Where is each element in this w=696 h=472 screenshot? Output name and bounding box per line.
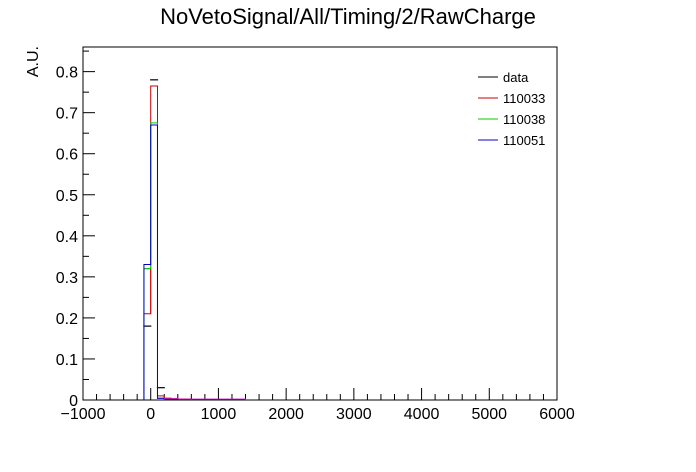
x-axis-ticks xyxy=(82,388,558,400)
y-axis-label: A.U. xyxy=(25,46,42,77)
legend: data 110033 110038 110051 xyxy=(478,70,545,148)
series-data xyxy=(143,79,179,400)
y-axis-ticks xyxy=(83,50,95,401)
histogram-bin xyxy=(151,86,158,400)
x-tick-label: 4000 xyxy=(404,406,440,423)
legend-label: data xyxy=(503,70,529,85)
chart-title: NoVetoSignal/All/Timing/2/RawCharge xyxy=(160,4,536,29)
legend-label: 110038 xyxy=(503,112,545,127)
histogram-bin xyxy=(151,123,158,400)
x-tick-label: 5000 xyxy=(471,406,507,423)
y-tick-label: 0.4 xyxy=(56,229,78,246)
y-tick-label: 0.3 xyxy=(56,270,78,287)
y-tick-label: 0.7 xyxy=(56,106,78,123)
series-110051 xyxy=(143,124,172,400)
y-axis-tick-labels: 0 0.1 0.2 0.3 0.4 0.5 0.6 0.7 0.8 xyxy=(56,65,78,410)
y-tick-label: 0 xyxy=(69,393,78,410)
x-tick-label: 1000 xyxy=(201,406,237,423)
legend-label: 110051 xyxy=(503,133,545,148)
series-outline xyxy=(163,398,247,400)
histogram-bin xyxy=(144,314,151,400)
series-outline xyxy=(143,124,172,400)
x-tick-label: 6000 xyxy=(539,406,575,423)
histogram-bin xyxy=(144,265,151,400)
x-tick-label: 2000 xyxy=(268,406,304,423)
y-tick-label: 0.6 xyxy=(56,147,78,164)
y-tick-label: 0.5 xyxy=(56,188,78,205)
x-axis-tick-labels: −1000 0 1000 2000 3000 4000 5000 6000 xyxy=(61,406,575,423)
legend-label: 110033 xyxy=(503,91,545,106)
histogram-bin xyxy=(151,125,158,400)
series-layer xyxy=(143,79,247,400)
y-tick-label: 0.8 xyxy=(56,65,78,82)
plot-frame xyxy=(82,46,558,401)
series-extra-4 xyxy=(163,398,247,400)
x-tick-label: 0 xyxy=(146,406,155,423)
x-tick-label: −1000 xyxy=(61,406,106,423)
x-tick-label: 3000 xyxy=(336,406,372,423)
y-tick-label: 0.2 xyxy=(56,311,78,328)
y-tick-label: 0.1 xyxy=(56,352,78,369)
histogram-bin xyxy=(144,269,151,400)
